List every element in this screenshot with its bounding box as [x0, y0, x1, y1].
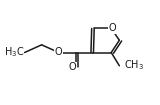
- Text: H$_3$C: H$_3$C: [4, 46, 24, 59]
- Text: O: O: [108, 24, 116, 33]
- Text: O: O: [69, 62, 76, 72]
- Text: O: O: [55, 47, 63, 57]
- Text: CH$_3$: CH$_3$: [124, 58, 144, 72]
